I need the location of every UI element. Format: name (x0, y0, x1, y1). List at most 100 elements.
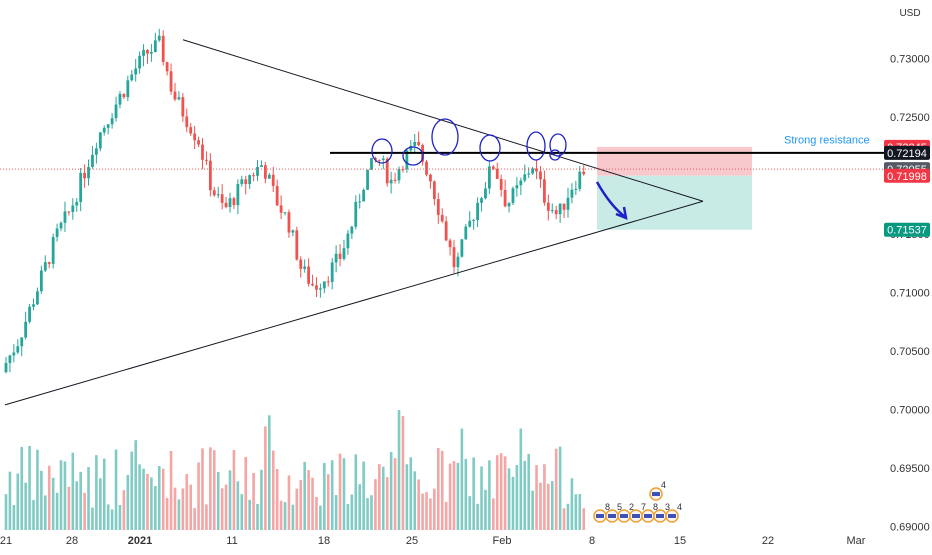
candle-body (279, 205, 283, 213)
candle-body (472, 219, 476, 221)
candle-body (43, 262, 47, 271)
event-count: 8 (653, 502, 658, 512)
candle-body (499, 178, 503, 190)
peak-circle (526, 131, 546, 161)
volume-bar (169, 451, 173, 530)
price-tag-label: 0.71998 (887, 171, 927, 183)
volume-bar (468, 496, 472, 530)
y-tick-label: 0.69000 (890, 522, 930, 534)
candle-body (543, 179, 546, 203)
candle-body (539, 171, 542, 180)
volume-bar (385, 477, 389, 530)
candle-body (20, 337, 24, 347)
volume-bar (401, 416, 405, 530)
candle-body (468, 220, 472, 227)
volume-bar (216, 471, 220, 530)
candle-body (417, 141, 421, 146)
volume-bar (370, 495, 373, 530)
candle-body (197, 140, 200, 145)
volume-bar (212, 450, 216, 530)
triangle-lower-line[interactable] (4, 200, 704, 406)
candle-body (362, 189, 366, 202)
volume-bar (185, 474, 189, 530)
economic-event-icon[interactable]: 4 (665, 502, 682, 523)
volume-bar (40, 470, 43, 530)
volume-bar (134, 440, 137, 530)
candle-body (134, 68, 138, 75)
event-icons[interactable]: 8 5 2 7 8 344 (593, 480, 682, 523)
candle-body (322, 281, 326, 289)
economic-event-icon[interactable]: 8 (593, 502, 610, 523)
event-count: 5 (617, 502, 622, 512)
candle-body (554, 210, 558, 215)
x-tick-label: 21 (0, 535, 12, 547)
candle-body (98, 132, 102, 149)
volume-bars (4, 410, 586, 530)
volume-bar (358, 484, 361, 530)
candle-body (87, 166, 90, 179)
economic-event-icon[interactable]: 5 (605, 502, 622, 523)
candle-body (460, 239, 464, 257)
volume-bar (252, 472, 255, 530)
candle-body (334, 253, 338, 263)
volume-bar (173, 487, 177, 530)
candlesticks (4, 28, 586, 374)
candle-body (456, 256, 460, 268)
time-axis[interactable]: 21 28 2021 11 18 25 Feb 8 15 22 Mar (0, 535, 866, 547)
volume-bar (397, 410, 401, 530)
volume-bar (75, 481, 79, 530)
x-tick-label: 2021 (128, 535, 152, 547)
volume-bar (102, 458, 106, 530)
candle-body (263, 165, 267, 179)
volume-bar (264, 426, 267, 530)
candle-body (311, 283, 314, 286)
economic-event-icon[interactable]: 4 (649, 480, 666, 501)
event-count: 2 (629, 502, 634, 512)
candle-body (47, 262, 51, 264)
volume-bar (511, 476, 515, 530)
price-axis[interactable]: USD 0.730000.725000.720000.715000.710000… (890, 8, 930, 534)
volume-bar (47, 465, 51, 530)
candle-body (515, 185, 519, 189)
candle-body (299, 259, 303, 269)
price-tag: 0.72194 (884, 145, 930, 160)
volume-bar (181, 488, 185, 530)
candle-body (519, 180, 523, 186)
down-arrow-head (615, 206, 628, 220)
economic-event-icon[interactable]: 2 (617, 502, 634, 523)
volume-bar (24, 482, 27, 530)
volume-bar (421, 493, 424, 530)
candle-body (71, 205, 75, 213)
candle-body (507, 203, 511, 207)
candle-body (36, 291, 39, 305)
candle-body (220, 194, 224, 203)
volume-bar (110, 509, 114, 530)
volume-bar (472, 457, 475, 530)
x-tick-label: 18 (318, 535, 330, 547)
volume-bar (578, 493, 582, 530)
volume-bar (20, 446, 24, 530)
triangle-upper-line[interactable] (182, 39, 704, 202)
candle-body (32, 304, 35, 307)
volume-bar (519, 428, 523, 530)
volume-bar (283, 502, 287, 530)
candle-body (236, 184, 240, 206)
volume-bar (91, 507, 94, 530)
candle-body (146, 49, 149, 54)
candle-body (425, 161, 428, 175)
y-tick-label: 0.70000 (890, 405, 930, 417)
candle-body (535, 168, 538, 172)
y-tick-label: 0.72500 (890, 112, 930, 124)
position-zones (597, 146, 752, 230)
volume-bar (319, 505, 322, 530)
volume-bar (539, 482, 542, 530)
candle-body (574, 188, 578, 190)
currency-label[interactable]: USD (899, 8, 920, 19)
candle-body (193, 133, 197, 141)
price-tag: 0.71537 (884, 222, 930, 237)
event-count: 4 (677, 502, 682, 512)
volume-bar (440, 450, 444, 530)
